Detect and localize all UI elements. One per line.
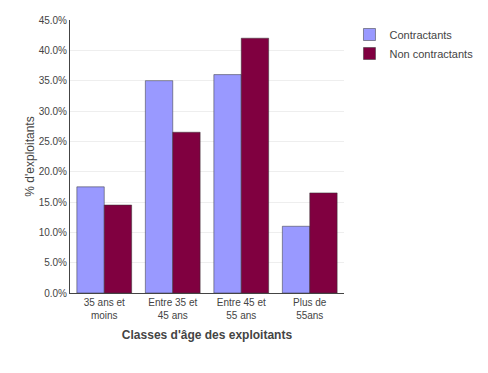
svg-text:45.0%: 45.0%	[39, 15, 67, 26]
svg-text:30.0%: 30.0%	[39, 106, 67, 117]
svg-text:Entre 35 et45 ans: Entre 35 et45 ans	[148, 297, 197, 321]
svg-text:Classes d'âge des exploitants: Classes d'âge des exploitants	[122, 328, 293, 342]
svg-text:25.0%: 25.0%	[39, 136, 67, 147]
svg-text:Entre 45 et55 ans: Entre 45 et55 ans	[217, 297, 266, 321]
svg-text:% d'exploitants: % d'exploitants	[23, 116, 37, 196]
svg-text:20.0%: 20.0%	[39, 166, 67, 177]
svg-text:0.0%: 0.0%	[44, 288, 67, 299]
svg-text:35.0%: 35.0%	[39, 75, 67, 86]
svg-text:Plus de55ans: Plus de55ans	[293, 297, 327, 321]
svg-text:10.0%: 10.0%	[39, 227, 67, 238]
svg-text:15.0%: 15.0%	[39, 197, 67, 208]
svg-text:40.0%: 40.0%	[39, 45, 67, 56]
svg-text:Non contractants: Non contractants	[389, 48, 473, 60]
svg-text:Contractants: Contractants	[389, 29, 452, 41]
svg-text:35 ans etmoins: 35 ans etmoins	[84, 297, 125, 321]
svg-text:5.0%: 5.0%	[44, 257, 67, 268]
